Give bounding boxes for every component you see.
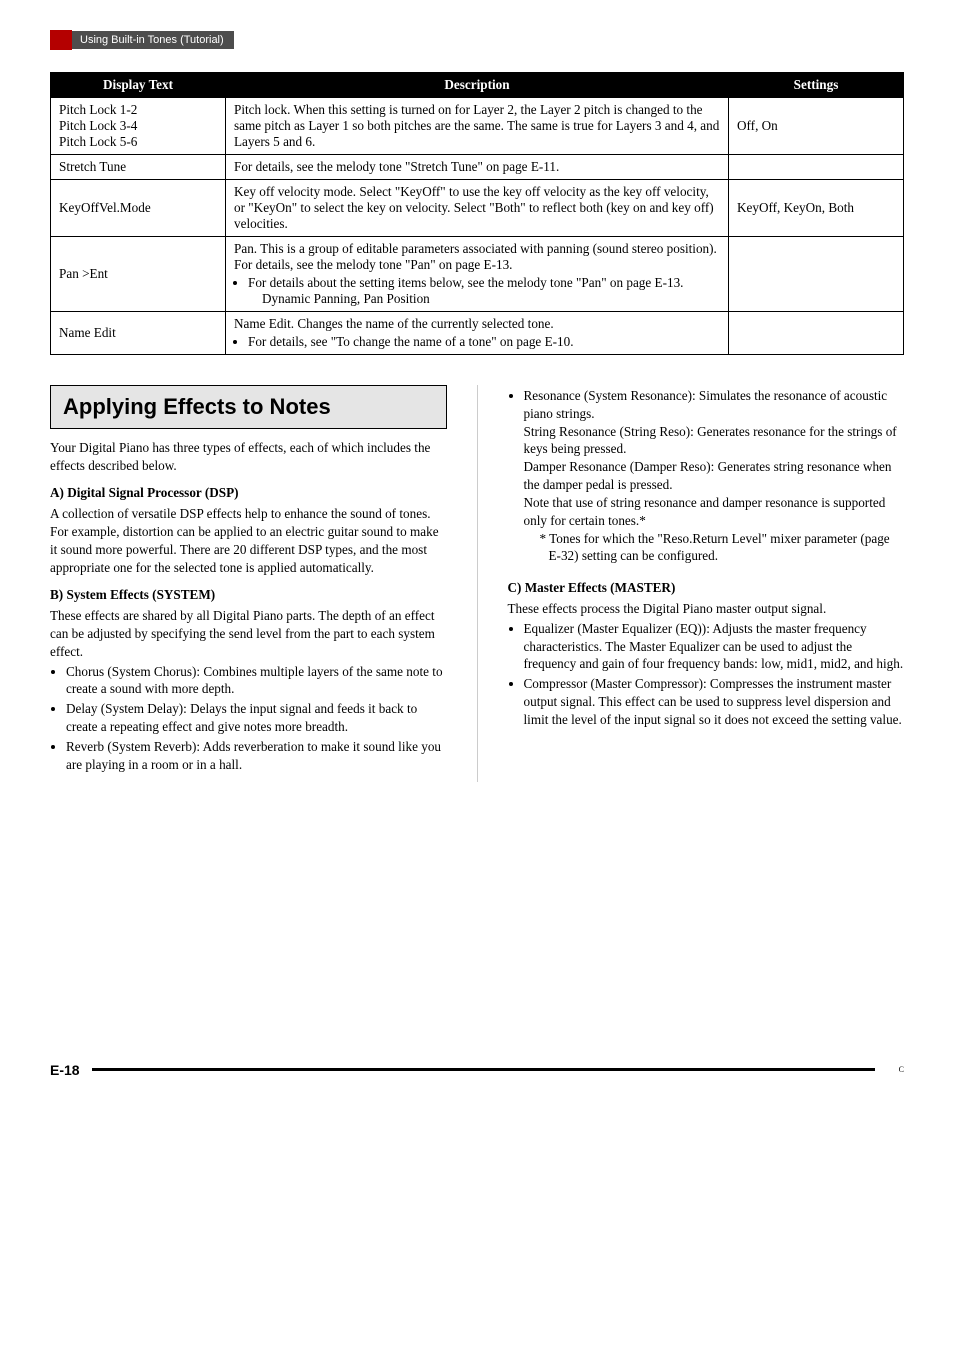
subsection-b-title: B) System Effects (SYSTEM)	[50, 586, 447, 604]
footnote: * Tones for which the "Reso.Return Level…	[524, 530, 905, 566]
cell-text	[729, 155, 904, 180]
subsection-b-body: These effects are shared by all Digital …	[50, 607, 447, 660]
footer-rule	[92, 1068, 875, 1071]
cell-text: Stretch Tune	[51, 155, 226, 180]
cell-text: KeyOffVel.Mode	[51, 180, 226, 237]
table-row: Pan >Ent Pan. This is a group of editabl…	[51, 237, 904, 312]
footer-mark: C	[899, 1065, 904, 1074]
page-number: E-18	[50, 1062, 80, 1078]
section-heading: Applying Effects to Notes	[50, 385, 447, 429]
cell-text: Pitch Lock 5-6	[59, 134, 217, 150]
col-header-description: Description	[226, 73, 729, 98]
right-column: Resonance (System Resonance): Simulates …	[508, 385, 905, 782]
cell-bullet: For details, see "To change the name of …	[248, 334, 720, 350]
cell-text: For details, see the melody tone "Stretc…	[226, 155, 729, 180]
subsection-c-title: C) Master Effects (MASTER)	[508, 579, 905, 597]
two-column-section: Applying Effects to Notes Your Digital P…	[50, 385, 904, 782]
cell-text: Pitch lock. When this setting is turned …	[226, 98, 729, 155]
cell-sub-text: Dynamic Panning, Pan Position	[248, 291, 720, 307]
subsection-c-body: These effects process the Digital Piano …	[508, 600, 905, 618]
list-item: Equalizer (Master Equalizer (EQ)): Adjus…	[524, 620, 905, 673]
col-header-settings: Settings	[729, 73, 904, 98]
page-footer: E-18 C	[50, 1062, 904, 1078]
col-header-display-text: Display Text	[51, 73, 226, 98]
cell-text: Pitch Lock 3-4	[59, 118, 217, 134]
table-row: KeyOffVel.Mode Key off velocity mode. Se…	[51, 180, 904, 237]
subsection-a-body: A collection of versatile DSP effects he…	[50, 505, 447, 576]
cell-text	[729, 237, 904, 312]
left-column: Applying Effects to Notes Your Digital P…	[50, 385, 447, 782]
cell-text: Key off velocity mode. Select "KeyOff" t…	[226, 180, 729, 237]
cell-text: Name Edit	[51, 312, 226, 355]
cell-bullet: For details about the setting items belo…	[248, 275, 720, 307]
cell-text	[729, 312, 904, 355]
list-item: Compressor (Master Compressor): Compress…	[524, 675, 905, 728]
parameter-table: Display Text Description Settings Pitch …	[50, 72, 904, 355]
column-divider	[477, 385, 478, 782]
list-item: Chorus (System Chorus): Combines multipl…	[66, 663, 447, 699]
cell-text: Pan. This is a group of editable paramet…	[234, 241, 720, 273]
cell-text: Pitch Lock 1-2	[59, 102, 217, 118]
cell-text: Pan >Ent	[51, 237, 226, 312]
cell-text: Name Edit. Changes the name of the curre…	[234, 316, 720, 332]
section-breadcrumb: Using Built-in Tones (Tutorial)	[72, 31, 234, 49]
table-row: Name Edit Name Edit. Changes the name of…	[51, 312, 904, 355]
list-item: Delay (System Delay): Delays the input s…	[66, 700, 447, 736]
table-row: Stretch Tune For details, see the melody…	[51, 155, 904, 180]
table-row: Pitch Lock 1-2 Pitch Lock 3-4 Pitch Lock…	[51, 98, 904, 155]
cell-text: KeyOff, KeyOn, Both	[729, 180, 904, 237]
red-accent-block	[50, 30, 72, 50]
intro-paragraph: Your Digital Piano has three types of ef…	[50, 439, 447, 475]
subsection-a-title: A) Digital Signal Processor (DSP)	[50, 484, 447, 502]
cell-text: Off, On	[729, 98, 904, 155]
list-item: Resonance (System Resonance): Simulates …	[524, 387, 905, 565]
top-bar: Using Built-in Tones (Tutorial)	[50, 30, 904, 50]
list-item: Reverb (System Reverb): Adds reverberati…	[66, 738, 447, 774]
